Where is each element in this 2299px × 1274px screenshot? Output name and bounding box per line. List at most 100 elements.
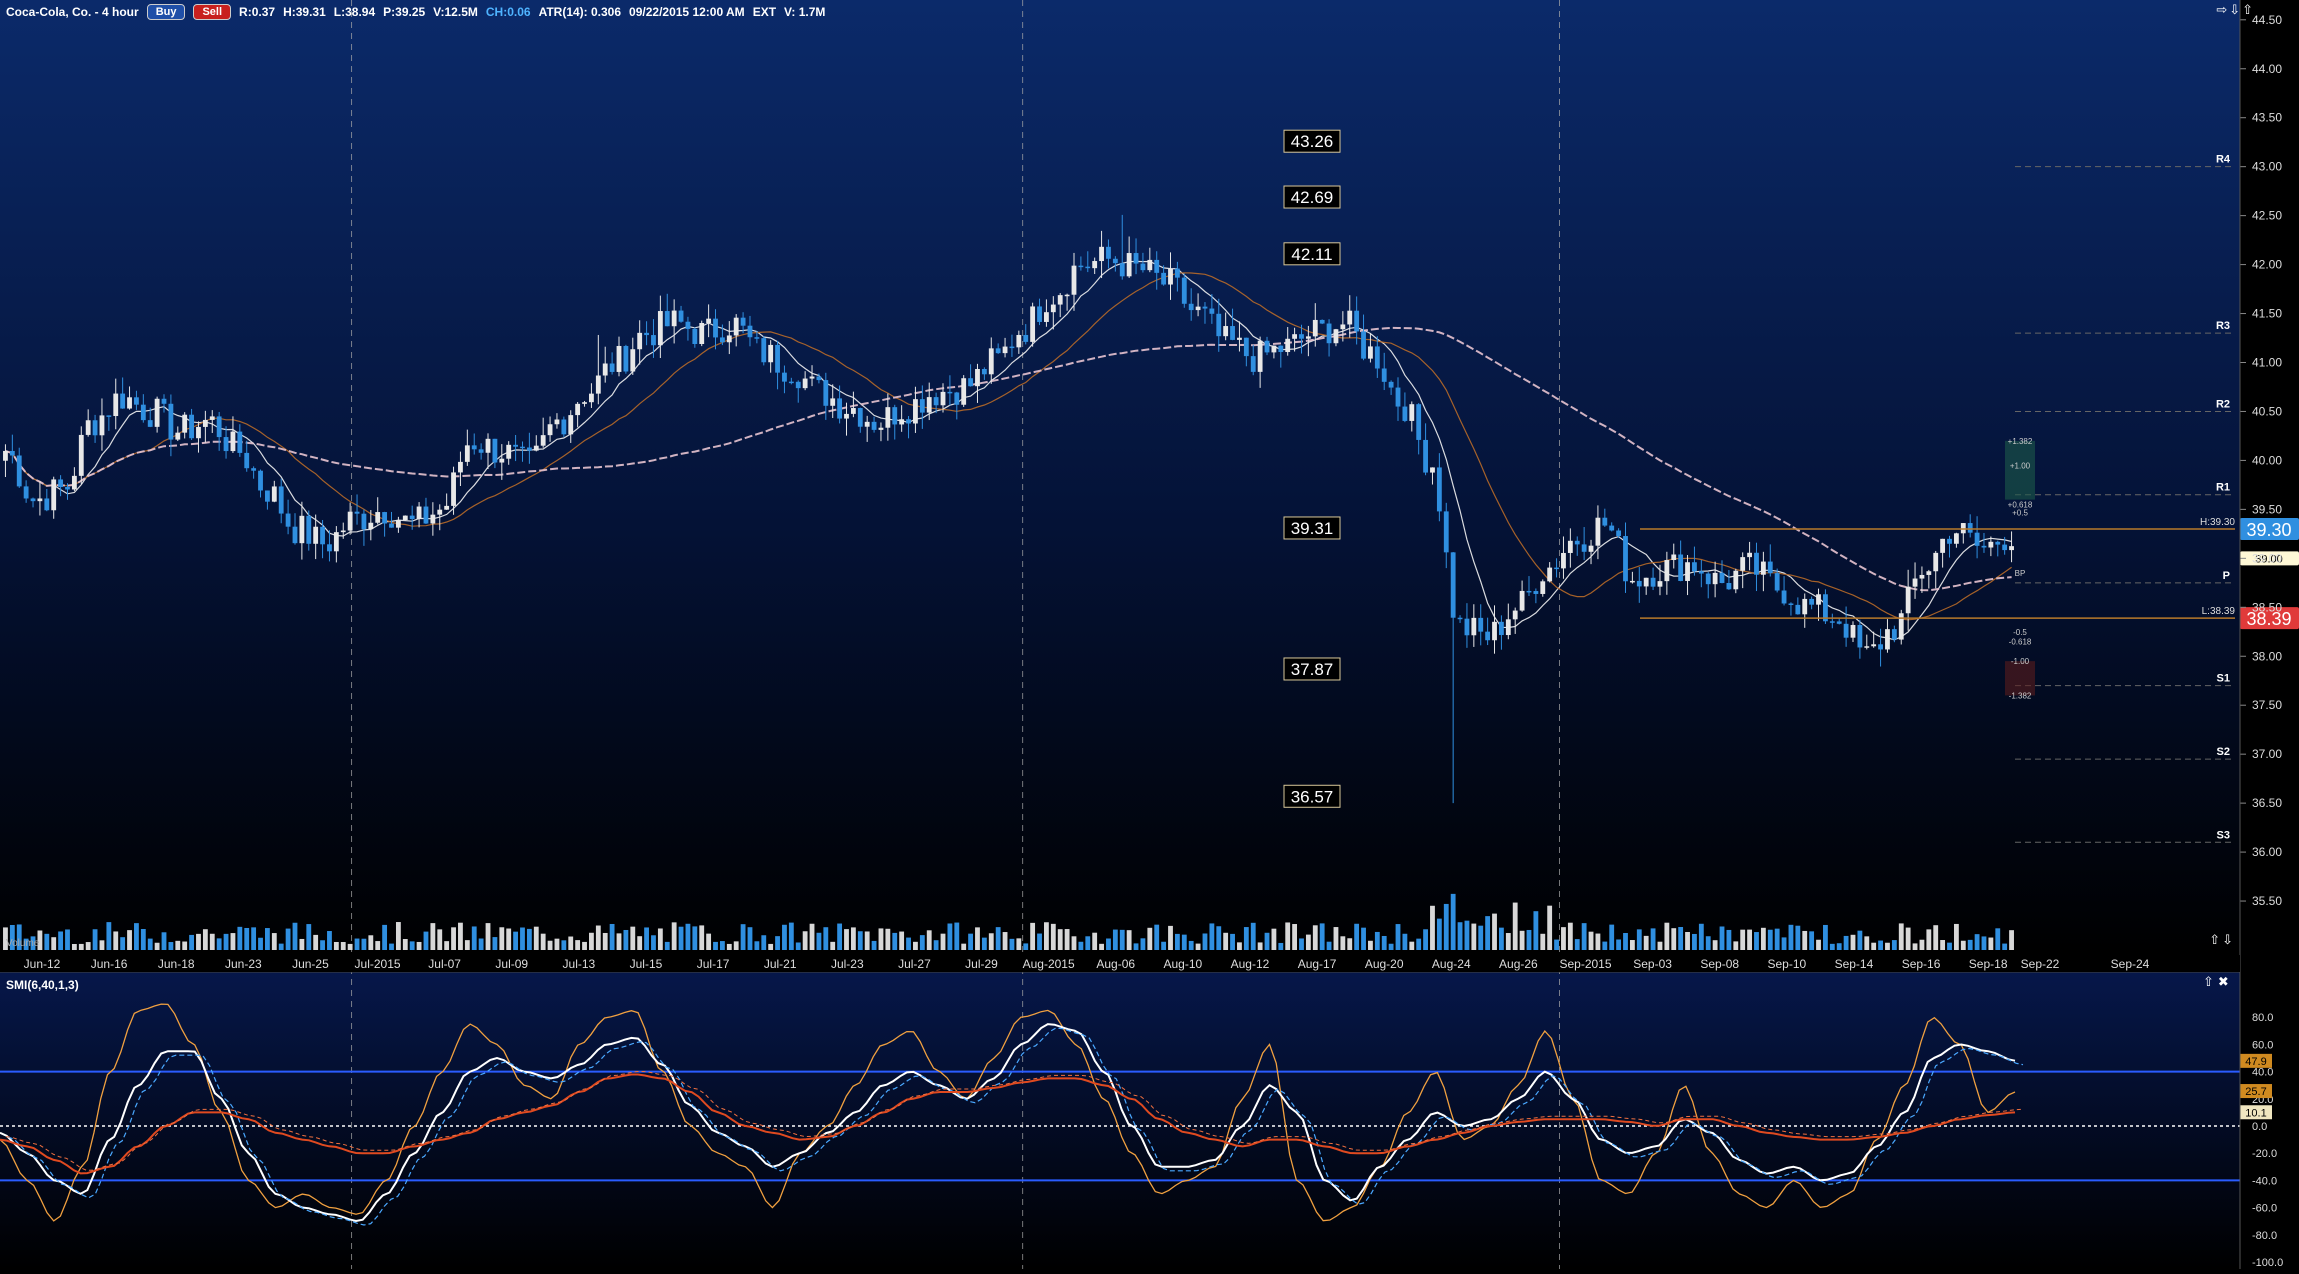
volume-bar	[71, 943, 77, 950]
volume-bar	[1726, 929, 1732, 950]
volume-bar	[1002, 932, 1008, 950]
candle-body	[1616, 530, 1622, 537]
y-tick-label: 44.50	[2252, 13, 2282, 27]
volume-bar	[1623, 933, 1628, 950]
volume-bar	[1519, 930, 1525, 950]
candle-body	[16, 455, 22, 487]
candle-body	[3, 450, 8, 461]
candle-body	[1636, 580, 1642, 587]
x-tick-label: Jul-21	[764, 957, 797, 971]
candle-body	[968, 378, 973, 387]
volume-bar	[1471, 923, 1477, 950]
volume-bar	[616, 933, 622, 950]
candle-body	[1243, 337, 1249, 357]
candle-body	[699, 323, 705, 344]
volume-bar	[1692, 933, 1697, 950]
indicator-controls-icon[interactable]: ⇧✖	[2203, 974, 2233, 989]
volume-bar	[1243, 927, 1249, 950]
stat-session: EXT	[752, 5, 777, 19]
candle-body	[582, 402, 587, 404]
projection-label: 43.26	[1291, 132, 1334, 151]
volume-bar	[1119, 929, 1125, 950]
volume-bar	[602, 932, 608, 950]
volume-bar	[609, 923, 615, 950]
candle-body	[1423, 439, 1428, 473]
candle-body	[1354, 310, 1360, 332]
sma_mid-line	[5, 272, 2012, 621]
candle-body	[30, 498, 36, 502]
volume-bar	[1133, 943, 1139, 950]
volume-bar	[1967, 939, 1973, 950]
volume-bar	[526, 928, 532, 950]
candle-body	[458, 461, 463, 473]
volume-bar	[664, 941, 670, 950]
sma_slow-line	[5, 326, 2012, 592]
volume-bar	[995, 927, 1001, 950]
volume-bar	[1602, 941, 1608, 950]
candle-body	[664, 311, 670, 327]
x-tick-label: Sep-10	[1767, 957, 1806, 971]
candle-body	[533, 445, 539, 451]
candle-body	[830, 398, 836, 406]
smi_red-line	[0, 1073, 2016, 1175]
volume-bar	[1981, 936, 1987, 950]
pivot-label: R2	[2216, 398, 2230, 410]
candle-body	[1478, 617, 1484, 632]
volume-bar	[1885, 942, 1890, 950]
candle-body	[1650, 577, 1656, 587]
indicator-y-tick-label: 40.0	[2252, 1067, 2273, 1079]
indicator-title: SMI(6,40,1,3)	[6, 978, 79, 992]
candle-body	[1071, 265, 1077, 295]
candle-body	[1816, 594, 1821, 605]
volume-bar	[1154, 924, 1160, 950]
volume-bar	[1078, 941, 1084, 950]
candle-body	[423, 506, 429, 524]
volume-bar	[644, 927, 649, 950]
candle-body	[99, 415, 105, 436]
scroll-arrows-icon[interactable]: ⇧⇩	[2209, 932, 2235, 947]
volume-bar	[340, 942, 346, 950]
price-marker-box	[2240, 517, 2299, 540]
candle-body	[1299, 334, 1304, 339]
candle-body	[1643, 577, 1649, 587]
candle-body	[1664, 560, 1670, 582]
volume-bar	[327, 931, 332, 950]
candle-body	[850, 408, 856, 414]
chart-nav-arrows-icon[interactable]: ⇨⇩⇧	[2216, 2, 2255, 17]
volume-bar	[713, 941, 718, 950]
volume-bar	[575, 940, 581, 950]
projection-box	[1283, 784, 1341, 808]
volume-bar	[1512, 902, 1518, 950]
buy-button[interactable]: Buy	[146, 4, 186, 20]
candle-body	[678, 310, 684, 322]
candle-body	[65, 487, 70, 490]
candle-body	[1698, 571, 1704, 574]
candle-body	[719, 337, 725, 343]
volume-bar	[1988, 937, 1994, 950]
candle-body	[775, 344, 780, 373]
candle-body	[1374, 346, 1380, 369]
candle-body	[1953, 533, 1959, 544]
candle-body	[147, 420, 153, 427]
sell-button[interactable]: Sell	[193, 4, 232, 20]
candle-body	[1492, 621, 1497, 641]
volume-bar	[278, 943, 284, 950]
candle-body	[1057, 295, 1063, 305]
candle-body	[568, 415, 574, 435]
candle-body	[1271, 345, 1277, 353]
candle-body	[1733, 570, 1739, 590]
x-tick-label: Sep-03	[1633, 957, 1672, 971]
candle-body	[113, 393, 119, 417]
candle-body	[1760, 561, 1766, 575]
volume-bar	[1147, 927, 1153, 950]
volume-bar	[1126, 930, 1132, 950]
volume-bar	[1526, 929, 1532, 950]
candle-body	[637, 332, 643, 350]
volume-bar	[354, 938, 360, 950]
volume-bar	[692, 926, 698, 950]
candle-body	[1319, 319, 1325, 324]
volume-bar	[1264, 932, 1270, 950]
volume-bar	[1733, 941, 1739, 950]
volume-bar	[209, 933, 215, 950]
projection-box	[1283, 129, 1341, 153]
